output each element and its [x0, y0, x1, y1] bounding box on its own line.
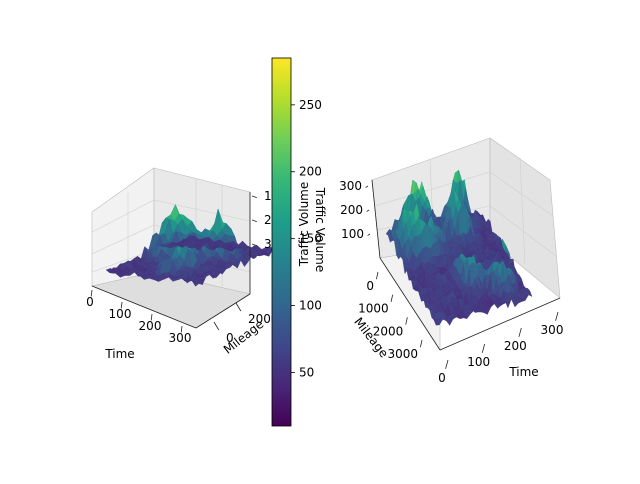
left-z-tick-2	[251, 219, 257, 222]
right-z-tick-200	[366, 209, 370, 212]
right-y-tick-label-2000: 2000	[373, 324, 404, 338]
grid-line	[91, 199, 155, 233]
left-z-tick-label-1: 1	[264, 189, 272, 203]
left-y-tick-label-2000: 2000	[248, 312, 279, 326]
left-z-tick-label-2: 2	[264, 213, 272, 227]
grid-line	[153, 199, 251, 222]
right-y-tick-3000	[420, 339, 423, 348]
right-z-axis-line	[371, 179, 381, 259]
grid-line	[91, 224, 155, 255]
right-y-tick-0	[376, 271, 379, 280]
right-z-tick-100	[367, 233, 371, 236]
colorbar: 50 100 150 200 250 Traffic Volume Traffic Vo…	[271, 57, 327, 427]
left-x-tick-100	[120, 301, 123, 309]
right-x-axis-line	[439, 297, 561, 351]
right-x-tick-label-100: 100	[467, 355, 490, 369]
left-zlabel: Traffic Volume	[313, 187, 327, 273]
left-x-tick-300	[180, 325, 183, 333]
left-surface	[105, 204, 277, 287]
colorbar-tick-label-50: 50	[299, 365, 314, 379]
right-x-tick-label-300: 300	[541, 323, 564, 337]
left-x-axis-line	[91, 285, 197, 329]
colorbar-tick-label-200: 200	[299, 165, 322, 179]
left-z-tick-label-3: 3	[264, 237, 272, 251]
right-x-tick-0	[445, 359, 449, 369]
colorbar-gradient	[271, 57, 292, 427]
surface-cell	[478, 215, 485, 222]
right-y-tick-label-0: 0	[366, 279, 374, 293]
left-x-tick-label-0: 0	[86, 295, 94, 309]
grid-line	[374, 171, 491, 207]
right-x-tick-100	[481, 343, 486, 353]
right-z-tick-label-100: 100	[341, 227, 364, 241]
colorbar-tick-label-100: 100	[299, 299, 322, 313]
right-x-tick-label-0: 0	[438, 371, 446, 385]
left-x-tick-0	[90, 289, 93, 297]
right-y-axis-line	[379, 257, 441, 351]
right-z-tick-label-300: 300	[339, 179, 362, 193]
left-z-tick-1	[251, 195, 257, 198]
right-z-tick-300	[365, 185, 369, 188]
right-y-tick-2000	[405, 317, 408, 325]
grid-line	[489, 205, 557, 257]
right-x-tick-300	[555, 311, 559, 321]
colorbar-tick-label-250: 250	[299, 98, 322, 112]
left-x-tick-label-200: 200	[139, 319, 162, 333]
left-z-tick-3	[251, 243, 257, 246]
right-surface	[385, 169, 533, 326]
colorbar-ticks: 50 100 150 200 250	[291, 98, 322, 379]
right-x-tick-200	[518, 327, 522, 337]
right-y-tick-1000	[390, 294, 394, 302]
colorbar-label: Traffic Volume	[297, 182, 311, 268]
right-x-tick-label-200: 200	[504, 339, 527, 353]
left-y-axis-line	[195, 293, 251, 329]
left-y-tick-label-0: 0	[226, 331, 234, 345]
left-x-tick-label-100: 100	[109, 307, 132, 321]
left-y-tick-0	[213, 321, 220, 331]
right-y-tick-label-3000: 3000	[387, 347, 418, 361]
left-x-tick-label-300: 300	[169, 331, 192, 345]
colorbar-tick-label-150: 150	[299, 232, 322, 246]
left-tick-labels: 0 100 200 300 0 2000 1 2 3	[86, 189, 278, 345]
left-x-tick-200	[150, 313, 153, 321]
right-y-tick-label-1000: 1000	[358, 302, 389, 316]
left-y-tick-2000	[235, 302, 242, 312]
left-xlabel: Time	[104, 347, 134, 361]
right-z-tick-label-200: 200	[340, 203, 363, 217]
right-xlabel: Time	[508, 365, 538, 379]
surface-cell	[186, 235, 195, 239]
grid-line	[519, 157, 526, 265]
